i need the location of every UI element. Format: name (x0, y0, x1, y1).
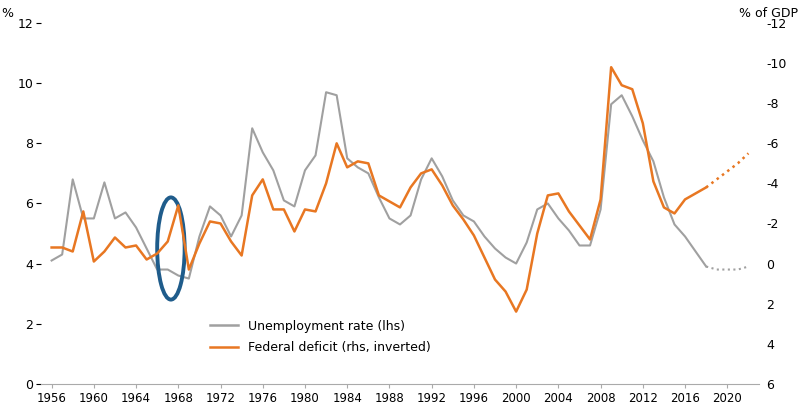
Text: %: % (2, 7, 14, 19)
Legend: Unemployment rate (lhs), Federal deficit (rhs, inverted): Unemployment rate (lhs), Federal deficit… (206, 315, 435, 359)
Text: % of GDP: % of GDP (739, 7, 798, 19)
